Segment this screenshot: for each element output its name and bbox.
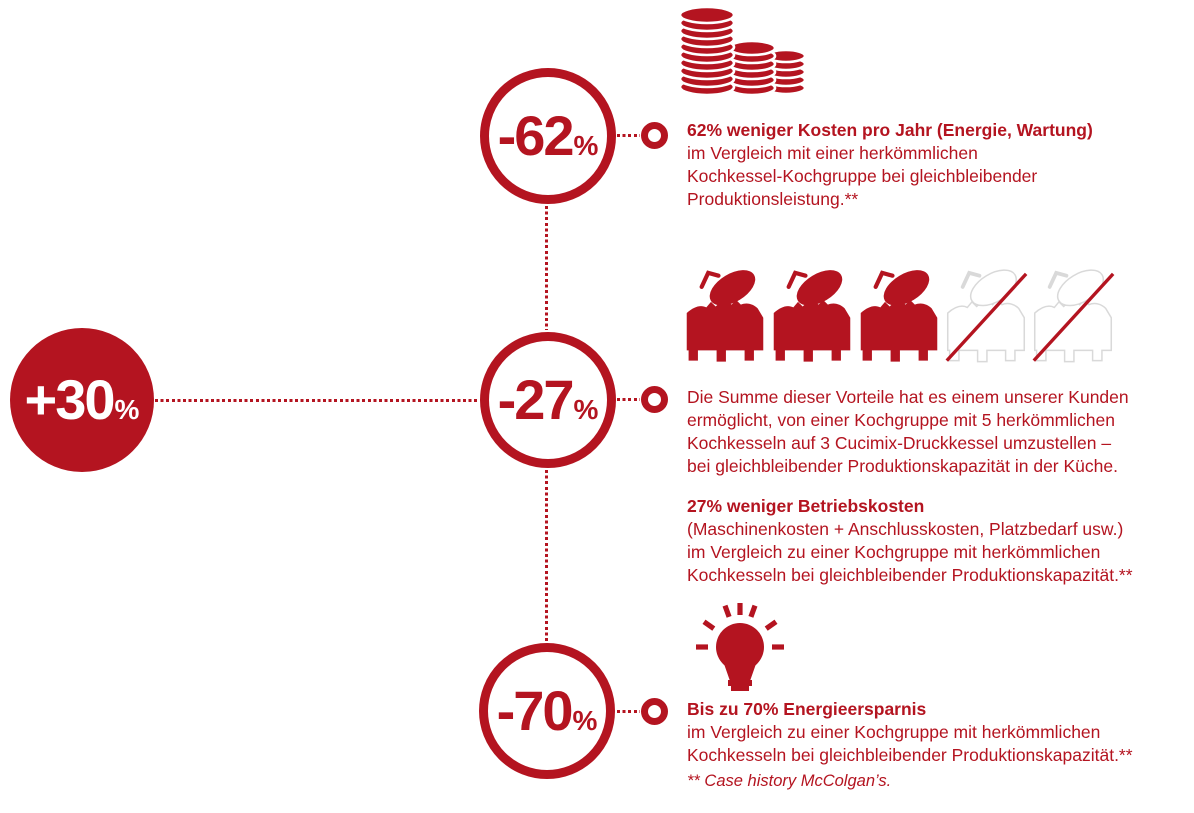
fleet-value: -27 (497, 368, 575, 431)
kettle-icons-row (683, 263, 1115, 364)
connector-energy-stub (617, 710, 640, 713)
fleet-intro-line: ermöglicht, von einer Kochgruppe mit 5 h… (687, 410, 1115, 430)
fleet-intro-line: bei gleichbleibender Produktionskapazitä… (687, 456, 1118, 476)
hub-value: +30 (24, 368, 116, 431)
fleet-line: (Maschinenkosten + Anschlusskosten, Plat… (687, 519, 1124, 539)
energy-badge: -70 % (497, 683, 598, 739)
fleet-line: Kochkesseln bei gleichbleibender Produkt… (687, 565, 1133, 585)
energy-text-block: Bis zu 70% Energieersparnis im Vergleich… (687, 698, 1194, 767)
energy-connector-ring-icon (641, 698, 668, 725)
footnote: ** Case history McColgan’s. (687, 772, 892, 790)
kettle-crossed-icon (944, 263, 1028, 364)
energy-percentage-circle: -70 % (479, 643, 615, 779)
kettle-icon (683, 263, 767, 364)
fleet-title: 27% weniger Betriebskosten (687, 496, 925, 516)
fleet-unit: % (573, 394, 599, 425)
energy-value: -70 (496, 679, 574, 742)
energy-line: Kochkesseln bei gleichbleibender Produkt… (687, 745, 1133, 765)
energy-title: Bis zu 70% Energieersparnis (687, 699, 927, 719)
energy-line: im Vergleich zu einer Kochgruppe mit her… (687, 722, 1101, 742)
fleet-badge: -27 % (498, 372, 599, 428)
connector-fleet-stub (617, 398, 640, 401)
costs-percentage-circle: -62 % (480, 68, 616, 204)
coin-stack-tall (678, 5, 736, 97)
costs-connector-ring-icon (641, 122, 668, 149)
costs-line: im Vergleich mit einer herkömmlichen (687, 143, 978, 163)
connector-costs-stub (617, 134, 640, 137)
lightbulb-rays (696, 603, 784, 650)
kettle-crossed-icon (1031, 263, 1115, 364)
fleet-line: im Vergleich zu einer Kochgruppe mit her… (687, 542, 1101, 562)
hub-badge: +30 % (25, 372, 140, 428)
kettle-icon (857, 263, 941, 364)
costs-title: 62% weniger Kosten pro Jahr (Energie, Wa… (687, 120, 1093, 140)
fleet-connector-ring-icon (641, 386, 668, 413)
fleet-text-block: 27% weniger Betriebskosten (Maschinenkos… (687, 495, 1194, 587)
fleet-percentage-circle: -27 % (480, 332, 616, 468)
costs-value: -62 (497, 104, 575, 167)
costs-text-block: 62% weniger Kosten pro Jahr (Energie, Wa… (687, 119, 1194, 211)
fleet-intro-block: Die Summe dieser Vorteile hat es einem u… (687, 386, 1194, 478)
costs-line: Kochkessel-Kochgruppe bei gleichbleibend… (687, 166, 1038, 186)
coin-stack-medium (727, 39, 777, 97)
coins-icon (678, 5, 807, 97)
hub-unit: % (114, 394, 140, 425)
connector-fleet-to-energy (545, 470, 548, 641)
energy-unit: % (572, 705, 598, 736)
lightbulb-icon (696, 603, 784, 691)
connector-hub-to-fleet (155, 399, 479, 402)
fleet-intro-line: Kochkesseln auf 3 Cucimix-Druckkessel um… (687, 433, 1112, 453)
hub-percentage-circle: +30 % (10, 328, 154, 472)
costs-badge: -62 % (498, 108, 599, 164)
costs-unit: % (573, 130, 599, 161)
connector-costs-to-fleet (545, 206, 548, 330)
kettle-icon (770, 263, 854, 364)
costs-line: Produktionsleistung.** (687, 189, 859, 209)
fleet-intro-line: Die Summe dieser Vorteile hat es einem u… (687, 387, 1129, 407)
